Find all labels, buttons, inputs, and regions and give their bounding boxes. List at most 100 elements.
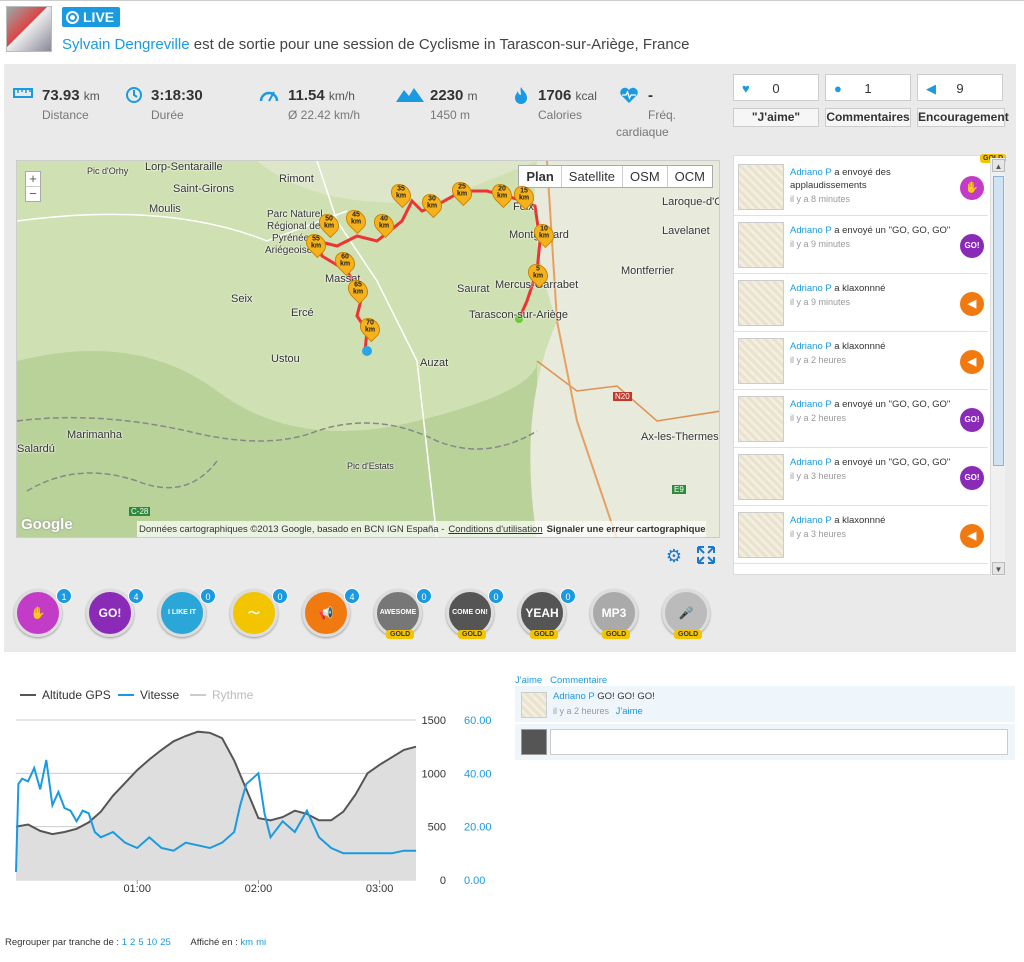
y-right-tick: 60.00: [464, 715, 492, 727]
tab-like[interactable]: J'aime: [515, 675, 543, 686]
feed-avatar[interactable]: [738, 338, 784, 384]
duration-label: Durée: [151, 108, 184, 122]
comment-text: GO! GO! GO!: [594, 691, 655, 702]
fullscreen-icon[interactable]: [696, 546, 716, 566]
feed-avatar[interactable]: [738, 222, 784, 268]
likes-count: 0: [772, 81, 780, 96]
y-left-tick: 1500: [422, 715, 446, 727]
yeah-cheer-button[interactable]: YEAH: [518, 589, 566, 637]
group-option[interactable]: 5: [138, 937, 144, 948]
commenter-link[interactable]: Adriano P: [553, 691, 595, 702]
athlete-link[interactable]: Sylvain Dengreville: [62, 36, 190, 53]
horn-cheer-button[interactable]: 📢: [302, 589, 350, 637]
feed-avatar[interactable]: [738, 512, 784, 558]
ruler-icon: [12, 86, 34, 104]
horn-icon: ◀: [960, 292, 984, 316]
feed-item: Adriano P a envoyé des applaudissements …: [734, 158, 988, 216]
report-error-link[interactable]: Signaler une erreur cartographique: [546, 523, 706, 535]
y-left-tick: 500: [428, 822, 446, 834]
speed-value: 11.54: [288, 87, 325, 104]
awesome-cheer-button[interactable]: AWESOME: [374, 589, 422, 637]
legend-label: Vitesse: [140, 688, 180, 702]
elevation-value: 2230: [430, 87, 464, 104]
feed-avatar[interactable]: [738, 280, 784, 326]
feed-user-link[interactable]: Adriano P: [790, 399, 832, 410]
flame-icon: [510, 86, 532, 104]
scroll-down-arrow-icon[interactable]: ▼: [992, 562, 1005, 575]
feed-item: Adriano P a envoyé un "GO, GO, GO" il y …: [734, 216, 988, 274]
distance-value: 73.93: [42, 87, 80, 104]
scroll-up-arrow-icon[interactable]: ▲: [992, 159, 1005, 172]
mp3-cheer-button[interactable]: MP3: [590, 589, 638, 637]
map-label: Ariégeoises: [265, 245, 318, 256]
encouragement-button[interactable]: Encouragement: [917, 108, 1009, 127]
terms-link[interactable]: Conditions d'utilisation: [448, 523, 543, 535]
feed-user-link[interactable]: Adriano P: [790, 515, 832, 526]
go-cheer-button[interactable]: GO!: [86, 589, 134, 637]
mic-cheer-button[interactable]: 🎤: [662, 589, 710, 637]
map-label: Ercé: [291, 307, 314, 319]
athlete-avatar[interactable]: [6, 6, 52, 52]
map-type-plan[interactable]: Plan: [526, 169, 554, 184]
feed-time: il y a 8 minutes: [790, 194, 851, 204]
scroll-thumb[interactable]: [993, 176, 1004, 466]
feed-avatar[interactable]: [738, 396, 784, 442]
feed-user-link[interactable]: Adriano P: [790, 341, 832, 352]
feed-text: Adriano P a envoyé des applaudissements …: [790, 166, 958, 206]
map-type-ocm[interactable]: OCM: [666, 166, 712, 187]
feed-user-link[interactable]: Adriano P: [790, 225, 832, 236]
unit-km[interactable]: km: [240, 937, 254, 948]
legend-altitude[interactable]: Altitude GPS: [20, 688, 111, 702]
clap-cheer-button[interactable]: ✋: [14, 589, 62, 637]
comments-counter: ● 1: [825, 74, 911, 101]
group-option[interactable]: 1: [121, 937, 128, 948]
activity-feed[interactable]: Adriano P a envoyé des applaudissements …: [733, 155, 1005, 575]
legend-pace[interactable]: Rythme: [190, 688, 253, 702]
feed-text: Adriano P a envoyé un "GO, GO, GO" il y …: [790, 456, 958, 483]
feed-user-link[interactable]: Adriano P: [790, 457, 832, 468]
cheer-count: 1: [56, 588, 72, 604]
feed-action: a envoyé un "GO, GO, GO": [831, 225, 951, 236]
commenter-avatar[interactable]: [521, 692, 547, 718]
map-label: Pic d'Orhy: [87, 166, 129, 176]
group-option[interactable]: 25: [160, 937, 171, 948]
feed-avatar[interactable]: [738, 164, 784, 210]
zoom-in-button[interactable]: +: [29, 171, 37, 186]
unit-mi[interactable]: mi: [256, 937, 267, 948]
map-label: Pyrénées: [272, 233, 315, 244]
route-map[interactable]: + − Plan Satellite OSM OCM Lorp-Sentarai…: [16, 160, 720, 538]
like-button[interactable]: "J'aime": [733, 108, 819, 127]
horn-icon: ◀: [960, 350, 984, 374]
y-right-tick: 20.00: [464, 822, 492, 834]
i-like-it-cheer-button[interactable]: I LIKE IT: [158, 589, 206, 637]
comments-button[interactable]: Commentaires: [825, 108, 911, 127]
comment-input[interactable]: [550, 729, 1008, 755]
feed-time: il y a 2 heures: [790, 355, 847, 365]
elevation-speed-chart[interactable]: 0 0.00 500 20.00 1000 40.00 1500 60.00 01:00 02:0…: [0, 710, 510, 900]
wave-cheer-button[interactable]: 〜: [230, 589, 278, 637]
comments-count: 1: [864, 81, 872, 96]
comment-like-link[interactable]: J'aime: [615, 706, 643, 717]
feed-user-link[interactable]: Adriano P: [790, 283, 832, 294]
feed-scrollbar[interactable]: ▲ ▼: [990, 158, 1005, 576]
map-type-satellite[interactable]: Satellite: [560, 166, 622, 187]
tab-comment[interactable]: Commentaire: [550, 675, 608, 686]
legend-label: Altitude GPS: [42, 688, 111, 702]
map-type-switcher: Plan Satellite OSM OCM: [518, 165, 713, 188]
map-type-osm[interactable]: OSM: [622, 166, 667, 187]
legend-label: Rythme: [212, 688, 254, 702]
legend-speed[interactable]: Vitesse: [118, 688, 179, 702]
zoom-out-button[interactable]: −: [26, 186, 40, 201]
feed-avatar[interactable]: [738, 454, 784, 500]
group-option[interactable]: 2: [130, 937, 136, 948]
settings-gear-icon[interactable]: ⚙: [665, 546, 683, 566]
group-option[interactable]: 10: [146, 937, 158, 948]
go-icon: GO!: [960, 234, 984, 258]
clock-icon: [123, 86, 145, 104]
go-icon: GO!: [960, 466, 984, 490]
feed-user-link[interactable]: Adriano P: [790, 167, 832, 178]
comment-time: il y a 2 heures: [553, 706, 610, 716]
megaphone-icon: ◀: [926, 81, 936, 96]
map-label: Moulis: [149, 203, 181, 215]
map-attribution: Données cartographiques ©2013 Google, ba…: [137, 521, 706, 537]
